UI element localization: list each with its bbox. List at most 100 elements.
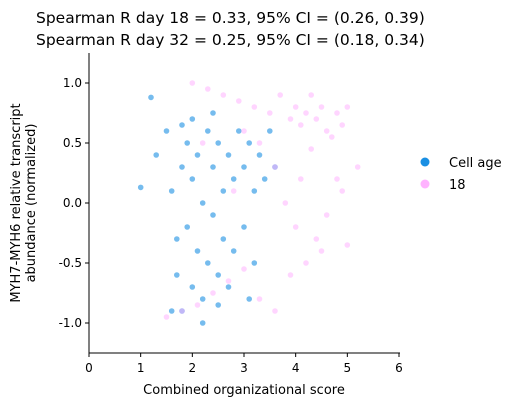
data-point-0-8 bbox=[189, 176, 196, 182]
data-point-1-34 bbox=[256, 296, 263, 302]
legend-title-marker bbox=[420, 157, 430, 167]
data-point-0-7 bbox=[184, 224, 190, 230]
data-point-1-21 bbox=[272, 164, 278, 170]
y-tick-label-3: 0.5 bbox=[63, 136, 82, 150]
data-point-1-7 bbox=[287, 116, 294, 122]
data-point-1-18 bbox=[344, 104, 351, 110]
data-point-1-11 bbox=[308, 92, 315, 98]
data-point-1-27 bbox=[334, 176, 340, 182]
data-point-0-1 bbox=[168, 188, 175, 194]
data-point-1-23 bbox=[292, 224, 299, 230]
data-point-1-26 bbox=[323, 212, 330, 218]
data-point-1-38 bbox=[318, 248, 325, 254]
data-point-0-26 bbox=[230, 248, 237, 254]
data-point-1-35 bbox=[272, 308, 278, 314]
x-ticks: 0 1 2 3 4 5 6 bbox=[85, 353, 403, 375]
data-point-0-21 bbox=[220, 188, 227, 194]
data-point-0-38 bbox=[148, 94, 154, 101]
y-ticks: -1.0 -0.5 0.0 0.5 1.0 bbox=[59, 76, 89, 330]
legend: Cell age 18 bbox=[420, 156, 502, 193]
data-point-0-6 bbox=[184, 140, 190, 146]
data-point-1-3 bbox=[236, 98, 242, 104]
data-point-0-32 bbox=[251, 260, 258, 266]
data-point-1-4 bbox=[251, 104, 258, 110]
legend-title: Cell age bbox=[449, 156, 502, 171]
data-point-1-8 bbox=[292, 104, 299, 110]
data-point-0-25 bbox=[230, 176, 237, 182]
data-point-1-15 bbox=[329, 134, 335, 140]
data-point-1-2 bbox=[220, 92, 227, 98]
x-tick-label-0: 0 bbox=[85, 361, 93, 375]
data-point-0-16 bbox=[205, 260, 211, 266]
data-point-1-37 bbox=[298, 176, 304, 182]
data-point-1-42 bbox=[308, 146, 315, 152]
data-point-0-31 bbox=[251, 188, 258, 194]
data-point-0-27 bbox=[236, 128, 242, 134]
data-point-1-10 bbox=[303, 110, 309, 116]
x-tick-label-3: 3 bbox=[240, 361, 248, 375]
data-point-1-33 bbox=[241, 266, 247, 272]
data-point-1-17 bbox=[339, 122, 346, 128]
x-tick-label-4: 4 bbox=[292, 361, 300, 375]
data-point-1-9 bbox=[298, 122, 304, 128]
data-point-1-43 bbox=[199, 140, 206, 146]
x-tick-label-2: 2 bbox=[189, 361, 197, 375]
data-point-1-30 bbox=[194, 302, 201, 308]
data-point-0-23 bbox=[225, 152, 232, 158]
data-point-1-20 bbox=[256, 140, 263, 146]
data-point-1-29 bbox=[179, 308, 185, 314]
y-tick-label-2: 0.0 bbox=[63, 196, 82, 210]
points-layer bbox=[137, 80, 361, 326]
axes-layer bbox=[88, 53, 400, 354]
data-point-0-42 bbox=[215, 302, 221, 308]
data-point-1-44 bbox=[230, 188, 237, 194]
data-point-0-18 bbox=[210, 212, 216, 218]
data-point-0-45 bbox=[246, 296, 252, 302]
data-point-1-1 bbox=[205, 86, 211, 92]
data-point-1-16 bbox=[334, 110, 340, 116]
data-point-0-9 bbox=[189, 284, 196, 290]
data-point-0-20 bbox=[215, 272, 221, 278]
x-axis-label: Combined organizational score bbox=[143, 383, 345, 398]
data-point-1-13 bbox=[318, 104, 325, 110]
data-point-0-3 bbox=[174, 272, 180, 278]
y-tick-label-1: -0.5 bbox=[59, 256, 82, 270]
y-tick-label-0: -1.0 bbox=[59, 316, 82, 330]
data-point-0-24 bbox=[225, 284, 232, 290]
data-point-0-12 bbox=[194, 152, 201, 158]
data-point-0-28 bbox=[241, 164, 247, 170]
y-axis-label-line-1: MYH7-MYH6 relative transcript bbox=[9, 103, 24, 302]
data-point-1-12 bbox=[313, 116, 320, 122]
data-point-0-34 bbox=[261, 176, 268, 182]
data-point-0-14 bbox=[199, 296, 206, 302]
y-tick-label-4: 1.0 bbox=[63, 76, 82, 90]
data-point-1-25 bbox=[313, 236, 320, 242]
legend-marker-18 bbox=[420, 179, 430, 189]
data-point-1-6 bbox=[277, 92, 284, 98]
data-point-1-40 bbox=[354, 164, 361, 170]
data-point-0-44 bbox=[210, 110, 216, 116]
x-tick-label-1: 1 bbox=[137, 361, 145, 375]
data-point-0-40 bbox=[168, 308, 175, 314]
data-point-0-29 bbox=[241, 224, 247, 230]
data-point-0-37 bbox=[153, 152, 159, 158]
data-point-0-39 bbox=[137, 184, 144, 191]
data-point-0-33 bbox=[256, 152, 263, 158]
data-point-1-32 bbox=[225, 278, 232, 284]
data-point-0-10 bbox=[189, 116, 196, 122]
data-point-0-30 bbox=[246, 140, 252, 146]
data-point-0-0 bbox=[163, 128, 170, 134]
data-point-0-43 bbox=[179, 122, 185, 128]
data-point-0-17 bbox=[210, 164, 216, 170]
data-point-1-39 bbox=[339, 188, 346, 194]
x-tick-label-6: 6 bbox=[395, 361, 403, 375]
data-point-1-28 bbox=[163, 314, 170, 320]
data-point-0-15 bbox=[205, 128, 211, 134]
y-axis-label-line-2: abundance (normalized) bbox=[24, 124, 39, 283]
data-point-0-2 bbox=[174, 236, 180, 242]
data-point-1-41 bbox=[344, 242, 351, 248]
data-point-0-19 bbox=[215, 140, 221, 146]
data-point-1-22 bbox=[282, 200, 289, 206]
x-tick-label-5: 5 bbox=[344, 361, 352, 375]
